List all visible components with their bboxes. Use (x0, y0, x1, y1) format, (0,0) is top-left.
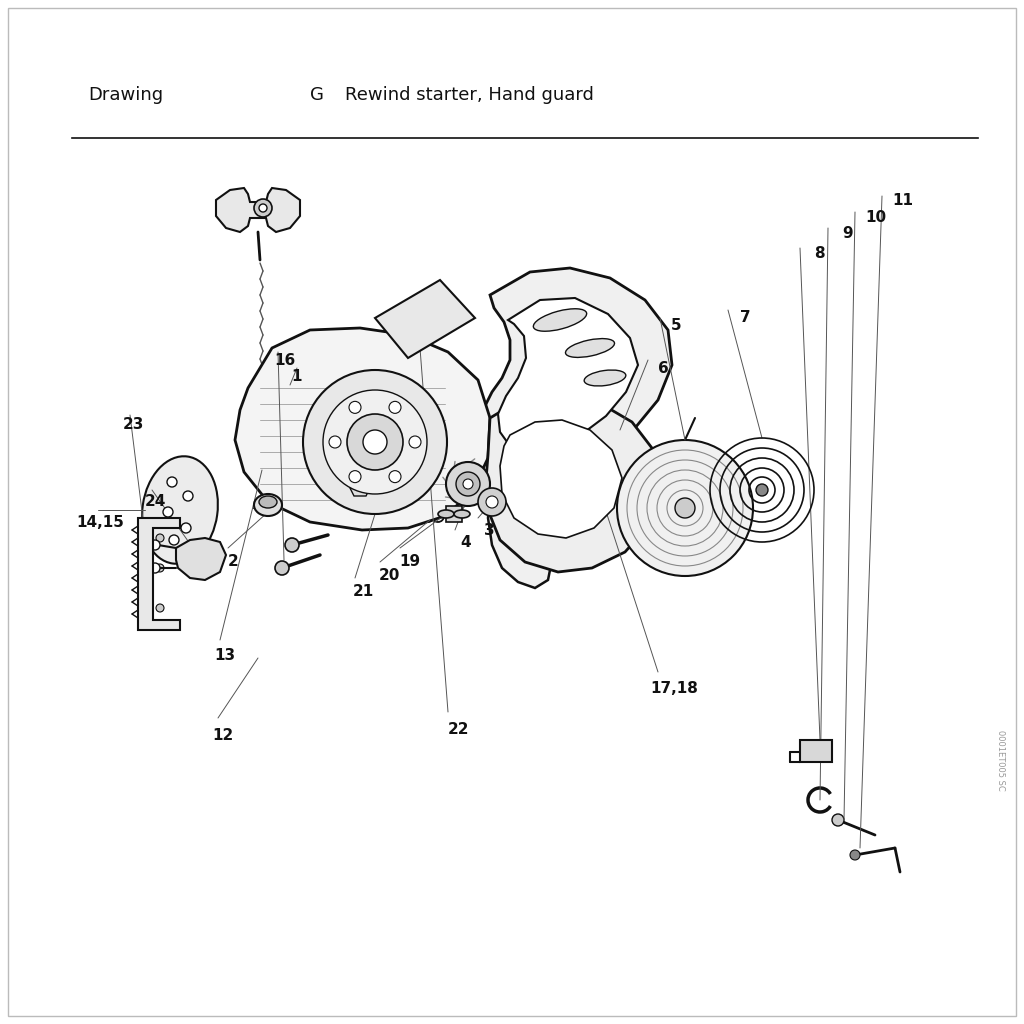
Circle shape (389, 471, 401, 482)
Ellipse shape (454, 510, 470, 518)
Polygon shape (176, 538, 226, 580)
Polygon shape (800, 740, 831, 762)
Circle shape (675, 498, 695, 518)
Circle shape (446, 462, 490, 506)
Polygon shape (350, 480, 370, 496)
Circle shape (156, 604, 164, 612)
Polygon shape (488, 468, 552, 588)
Circle shape (329, 436, 341, 449)
Circle shape (831, 814, 844, 826)
Circle shape (167, 477, 177, 487)
Ellipse shape (254, 494, 282, 516)
Ellipse shape (142, 457, 218, 564)
Polygon shape (138, 518, 180, 630)
Circle shape (183, 490, 193, 501)
Text: G: G (310, 86, 324, 104)
Text: Drawing: Drawing (88, 86, 163, 104)
Text: 14,15: 14,15 (77, 515, 124, 529)
Circle shape (409, 436, 421, 449)
Circle shape (259, 204, 267, 212)
Polygon shape (375, 280, 475, 358)
Circle shape (150, 563, 160, 573)
Circle shape (347, 414, 403, 470)
Text: 19: 19 (399, 554, 420, 568)
Polygon shape (446, 506, 462, 522)
Text: 1: 1 (292, 370, 302, 384)
Text: 0001ET005 SC: 0001ET005 SC (995, 730, 1005, 791)
Circle shape (163, 507, 173, 517)
Polygon shape (216, 188, 300, 232)
Circle shape (456, 472, 480, 496)
Text: 3: 3 (484, 523, 495, 538)
Text: 23: 23 (123, 418, 143, 432)
Polygon shape (234, 328, 490, 530)
Text: 4: 4 (461, 536, 471, 550)
Text: 13: 13 (215, 648, 236, 663)
Circle shape (617, 440, 753, 575)
Text: 20: 20 (379, 568, 399, 583)
Circle shape (349, 401, 361, 414)
Circle shape (478, 488, 506, 516)
Circle shape (156, 564, 164, 572)
Circle shape (169, 535, 179, 545)
Circle shape (156, 534, 164, 542)
Circle shape (275, 561, 289, 575)
Text: 6: 6 (658, 361, 669, 376)
Text: 7: 7 (740, 310, 751, 325)
Ellipse shape (584, 370, 626, 386)
Text: Rewind starter, Hand guard: Rewind starter, Hand guard (345, 86, 594, 104)
Text: 16: 16 (274, 353, 295, 368)
Circle shape (323, 390, 427, 494)
Polygon shape (486, 395, 662, 572)
Circle shape (285, 538, 299, 552)
Circle shape (349, 471, 361, 482)
Text: 11: 11 (893, 194, 913, 208)
Ellipse shape (565, 339, 614, 357)
Circle shape (756, 484, 768, 496)
Text: 22: 22 (449, 722, 469, 736)
Circle shape (254, 199, 272, 217)
Text: 10: 10 (865, 210, 886, 224)
Circle shape (181, 523, 191, 534)
Ellipse shape (438, 510, 454, 518)
Text: 17,18: 17,18 (650, 681, 697, 695)
Polygon shape (480, 268, 672, 480)
Circle shape (150, 540, 160, 550)
Text: 12: 12 (213, 728, 233, 742)
Circle shape (850, 850, 860, 860)
Circle shape (362, 430, 387, 454)
Text: 21: 21 (353, 585, 374, 599)
Circle shape (303, 370, 447, 514)
Text: 2: 2 (228, 554, 239, 568)
Circle shape (257, 453, 267, 463)
Circle shape (194, 552, 206, 564)
Polygon shape (500, 420, 622, 538)
Ellipse shape (534, 309, 587, 331)
Text: 8: 8 (814, 247, 824, 261)
Text: 9: 9 (843, 226, 853, 241)
Polygon shape (498, 298, 638, 452)
Ellipse shape (259, 496, 278, 508)
Text: 24: 24 (145, 495, 166, 509)
Circle shape (463, 479, 473, 489)
Circle shape (486, 496, 498, 508)
Circle shape (389, 401, 401, 414)
Text: 5: 5 (671, 318, 681, 333)
